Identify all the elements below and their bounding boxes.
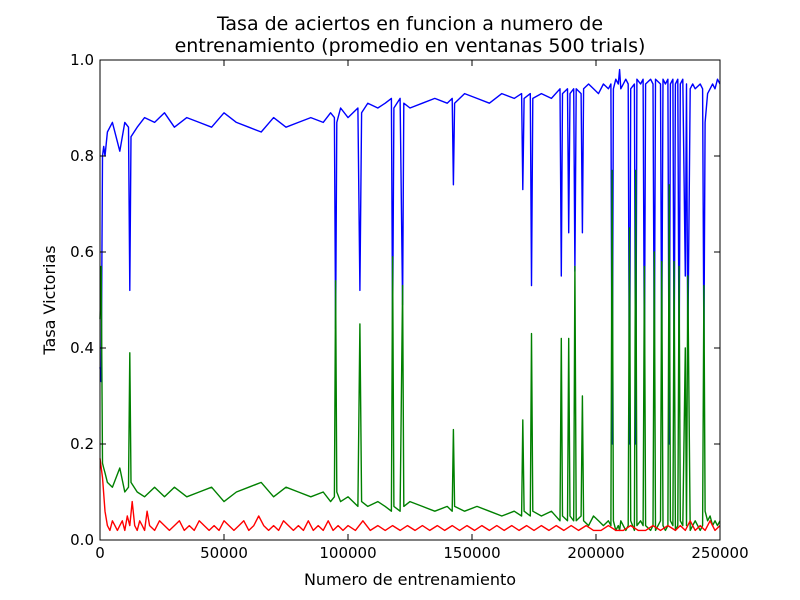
- y-tick-label: 0.4: [70, 339, 94, 357]
- x-tick-label: 200000: [567, 544, 624, 562]
- series-line-2: [99, 169, 721, 532]
- x-tick-label: 150000: [443, 544, 500, 562]
- axes-frame: [99, 59, 721, 541]
- y-tick-label: 0.2: [70, 435, 94, 453]
- y-axis: 0.0 0.2 0.4 0.6 0.8 1.0: [70, 51, 720, 549]
- x-tick-label: 100000: [319, 544, 376, 562]
- plot-area: [99, 59, 721, 541]
- y-tick-label: 0.8: [70, 147, 94, 165]
- y-tick-label: 0.6: [70, 243, 94, 261]
- series-layer: [99, 68, 721, 532]
- x-tick-label: 250000: [691, 544, 748, 562]
- y-tick-label: 1.0: [70, 51, 94, 69]
- y-axis-label: Tasa Victorias: [40, 245, 59, 355]
- series-line-3: [99, 458, 721, 532]
- x-axis-label: Numero de entrenamiento: [304, 570, 516, 589]
- chart-title-line-2: entrenamiento (promedio en ventanas 500 …: [175, 35, 646, 57]
- chart-title-line-1: Tasa de aciertos en funcion a numero de: [216, 13, 603, 35]
- x-tick-label: 50000: [200, 544, 248, 562]
- x-axis: 0 50000 100000 150000 200000 250000: [95, 60, 749, 562]
- y-tick-label: 0.0: [70, 531, 94, 549]
- x-tick-label: 0: [95, 544, 105, 562]
- series-line-1: [99, 68, 721, 445]
